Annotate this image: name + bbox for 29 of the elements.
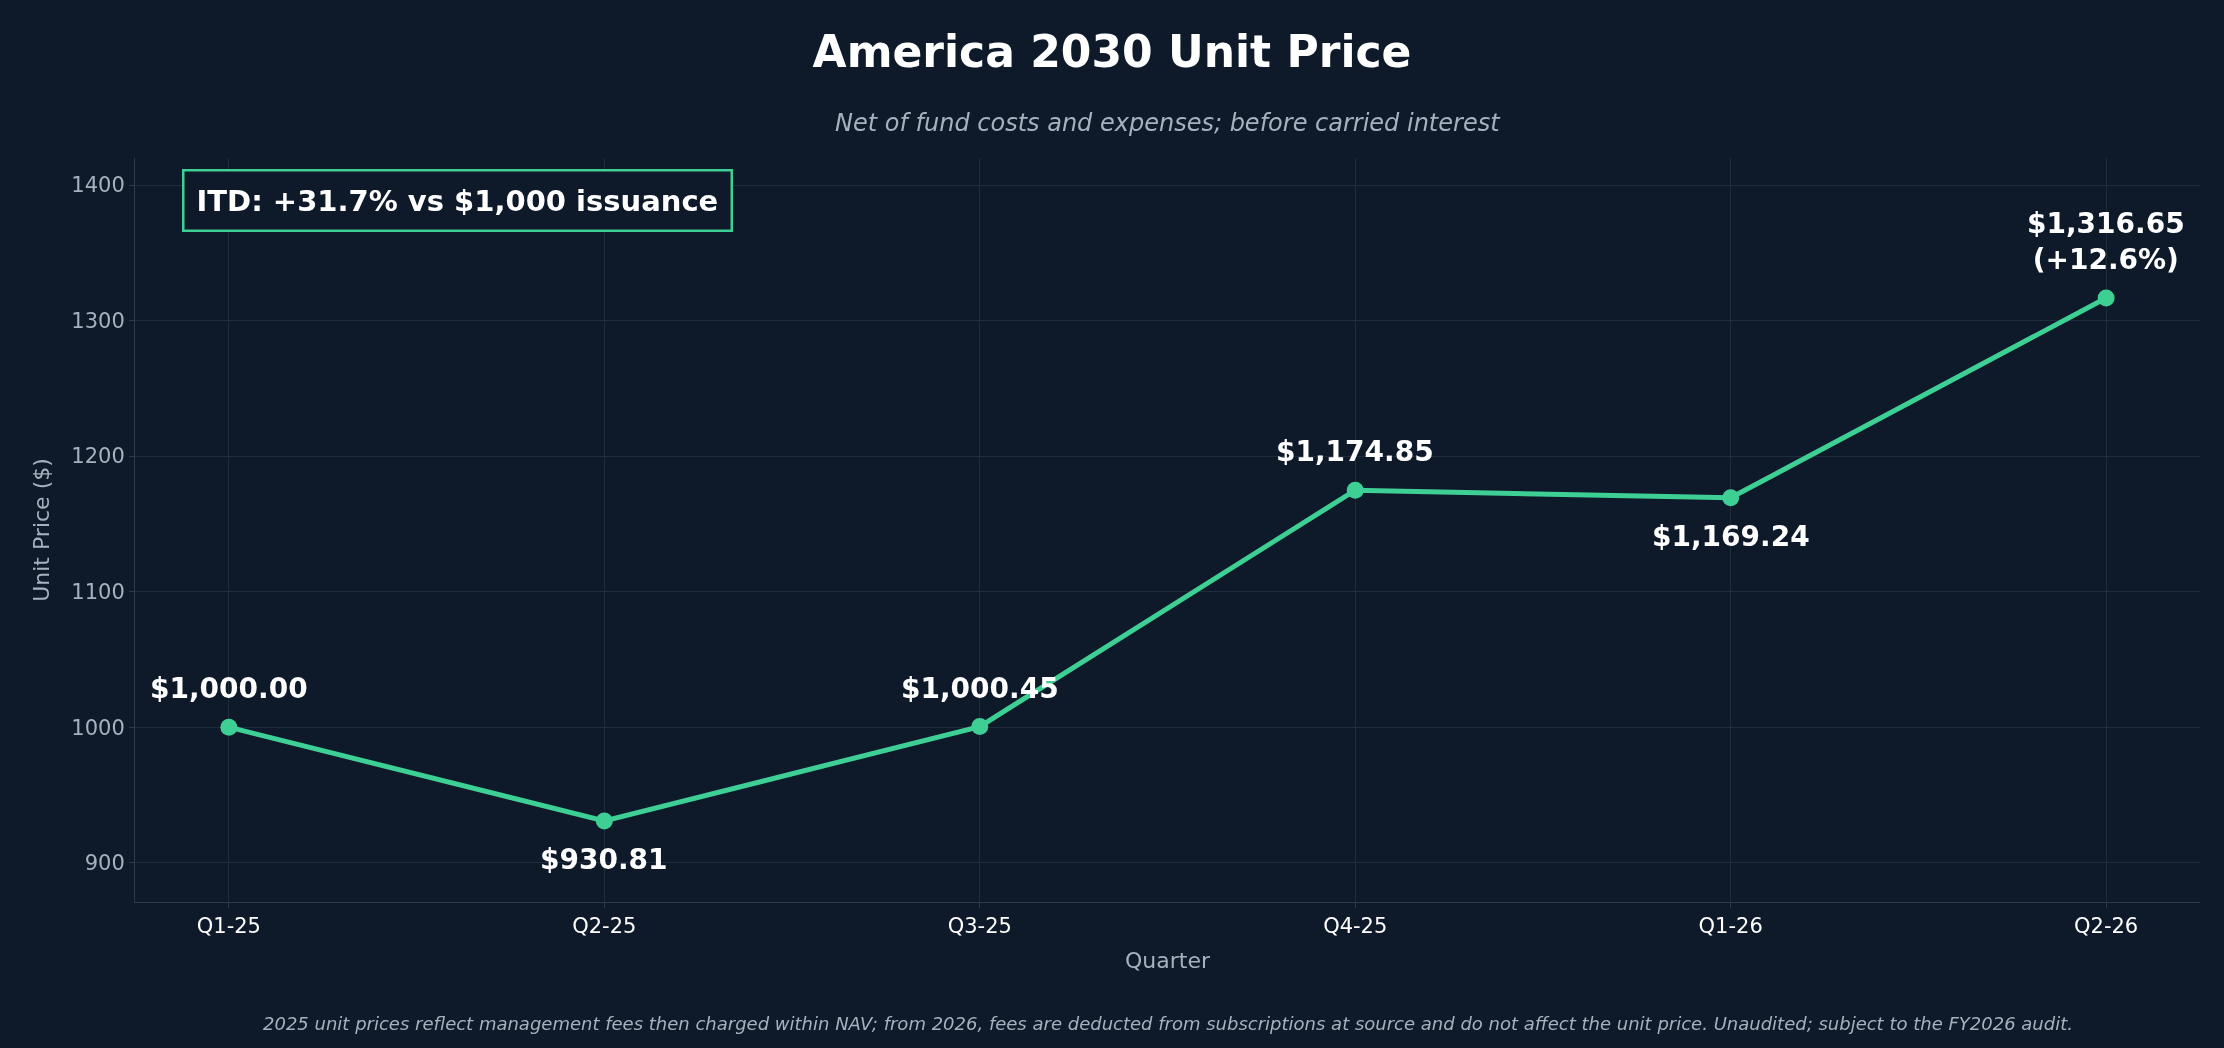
y-axis-title: Unit Price ($) <box>29 458 55 602</box>
y-tick-label: 1100 <box>71 580 125 605</box>
data-label: $1,000.00 <box>150 672 308 705</box>
point <box>220 718 238 736</box>
x-tick-label: Q2-26 <box>2074 914 2139 939</box>
x-tick-label: Q4-25 <box>1323 914 1388 939</box>
data-label: $1,169.24 <box>1652 520 1810 553</box>
data-label: $1,316.65 (+12.6%) <box>2027 207 2185 277</box>
point <box>2097 289 2115 307</box>
point <box>971 718 989 736</box>
chart-subtitle: Net of fund costs and expenses; before carried interest <box>835 109 1502 137</box>
text: 2025 unit prices reflect management fees then charged within NAV; from 2026, fees are deducted from subscriptions at source and do not affect the unit price. Unaudited; subject to the FY2026 audit. <box>263 1013 2073 1034</box>
y-tick-label: 1000 <box>71 715 125 740</box>
y-tick-label: 1200 <box>71 444 125 469</box>
x-tick-label: Q3-25 <box>947 914 1012 939</box>
point <box>595 812 613 830</box>
x-tick-label: Q1-25 <box>196 914 261 939</box>
point <box>1722 489 1740 507</box>
x-tick-label: Q1-26 <box>1698 914 1763 939</box>
x-axis-title: Quarter <box>1125 948 1211 974</box>
data-label: $930.81 <box>540 843 668 876</box>
y-tick-label: 900 <box>84 851 125 876</box>
point <box>1346 481 1364 499</box>
y-tick-label: 1400 <box>71 173 125 198</box>
chart-title: America 2030 Unit Price <box>812 26 1412 78</box>
y-tick-label: 1300 <box>71 308 125 333</box>
data-label: $1,174.85 <box>1276 435 1434 468</box>
annotation: ITD: +31.7% vs $1,000 issuance <box>196 183 719 218</box>
x-tick-label: Q2-25 <box>572 914 637 939</box>
